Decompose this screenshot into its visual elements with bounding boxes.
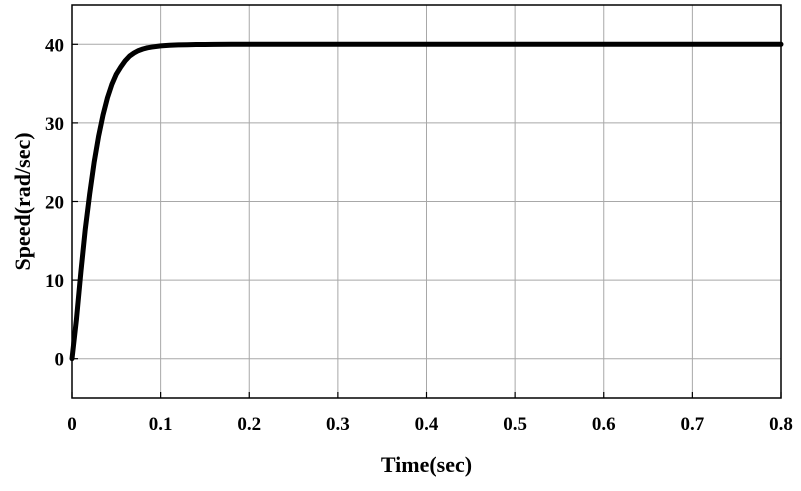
y-axis-label: Speed(rad/sec): [10, 132, 35, 270]
x-tick-label: 0.5: [503, 414, 527, 435]
x-tick-label: 0.3: [326, 414, 350, 435]
x-tick-label: 0.1: [149, 414, 173, 435]
x-axis-label: Time(sec): [381, 452, 472, 477]
y-tick-label: 10: [45, 271, 64, 292]
speed-series-line: [69, 41, 784, 362]
y-tick-label: 0: [55, 350, 65, 371]
grid: [72, 5, 781, 398]
x-tick-label: 0.4: [415, 414, 439, 435]
x-axis-ticks: 0 0.1 0.2 0.3 0.4 0.5 0.6 0.7 0.8: [67, 392, 793, 435]
y-tick-label: 30: [45, 114, 64, 135]
x-tick-label: 0.7: [681, 414, 705, 435]
x-tick-label: 0.6: [592, 414, 616, 435]
y-tick-label: 20: [45, 193, 64, 214]
x-tick-label: 0.2: [237, 414, 261, 435]
y-tick-label: 40: [45, 35, 64, 56]
x-tick-label: 0: [67, 414, 77, 435]
x-tick-label: 0.8: [769, 414, 793, 435]
y-axis-ticks: 0 10 20 30 40: [45, 35, 78, 371]
series-layer: [69, 41, 784, 362]
